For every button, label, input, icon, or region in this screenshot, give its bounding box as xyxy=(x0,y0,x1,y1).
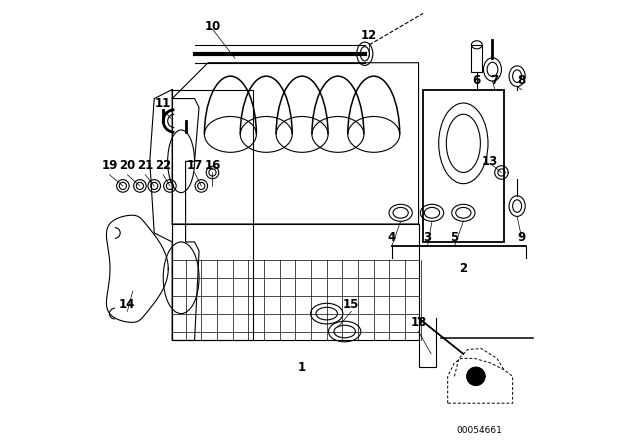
Text: 8: 8 xyxy=(518,74,525,87)
Text: 9: 9 xyxy=(518,231,525,244)
Text: 10: 10 xyxy=(204,20,221,34)
Text: 2: 2 xyxy=(460,262,467,276)
Text: 18: 18 xyxy=(410,316,427,329)
Polygon shape xyxy=(467,367,485,385)
Bar xyxy=(172,224,419,340)
Text: 6: 6 xyxy=(473,74,481,87)
Text: 5: 5 xyxy=(451,231,458,244)
Text: 4: 4 xyxy=(388,231,396,244)
Bar xyxy=(172,90,253,340)
Text: 14: 14 xyxy=(119,298,136,311)
Text: 16: 16 xyxy=(204,159,221,172)
Bar xyxy=(423,90,504,242)
Text: 12: 12 xyxy=(361,29,378,43)
Text: 15: 15 xyxy=(343,298,360,311)
Text: 19: 19 xyxy=(101,159,118,172)
Text: 3: 3 xyxy=(424,231,431,244)
Text: 00054661: 00054661 xyxy=(456,426,502,435)
Text: 7: 7 xyxy=(491,74,499,87)
Text: 1: 1 xyxy=(298,361,306,374)
Text: 17: 17 xyxy=(186,159,203,172)
Text: 22: 22 xyxy=(155,159,172,172)
Bar xyxy=(472,45,482,72)
Text: 13: 13 xyxy=(482,155,499,168)
Text: 21: 21 xyxy=(137,159,154,172)
Text: 20: 20 xyxy=(119,159,136,172)
Text: 11: 11 xyxy=(155,96,172,110)
